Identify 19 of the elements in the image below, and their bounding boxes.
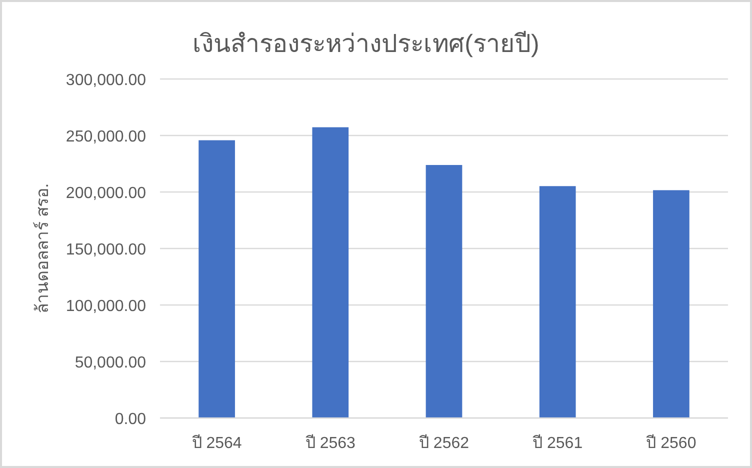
y-tick-label: 0.00 <box>114 411 146 428</box>
y-axis-title: ล้านดอลลาร์ สรอ. <box>33 183 52 314</box>
y-tick-label: 50,000.00 <box>74 354 146 372</box>
y-tick-label: 150,000.00 <box>66 242 146 258</box>
x-tick-label: ปี 2562 <box>418 434 470 452</box>
x-tick-label: ปี 2560 <box>646 434 696 452</box>
x-tick-label: ปี 2561 <box>532 434 583 452</box>
y-tick-label: 250,000.00 <box>66 128 146 146</box>
bar <box>653 190 690 418</box>
y-tick-label: 100,000.00 <box>66 298 146 315</box>
bar <box>198 140 235 418</box>
chart-title: เงินสำรองระหว่างประเทศ(รายปี) <box>192 30 540 58</box>
x-tick-label: ปี 2564 <box>192 434 242 452</box>
x-tick-label: ปี 2563 <box>305 434 356 452</box>
bar <box>426 164 462 418</box>
y-tick-label: 300,000.00 <box>66 72 146 89</box>
bar <box>312 127 349 418</box>
bar <box>539 186 576 418</box>
y-tick-label: 200,000.00 <box>66 185 146 202</box>
